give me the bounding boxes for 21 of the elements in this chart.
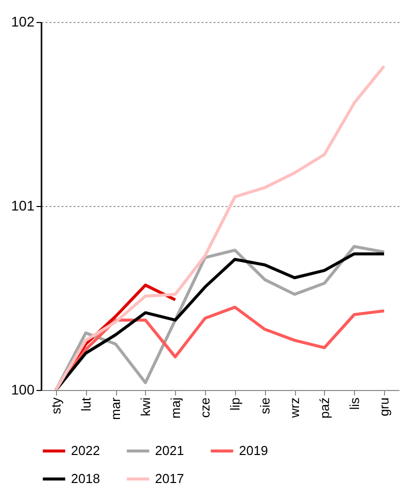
legend-label: 2019	[239, 443, 268, 458]
legend-label: 2017	[155, 471, 184, 486]
x-tick-label: sty	[48, 397, 64, 414]
x-tick-label: lut	[78, 397, 94, 412]
x-tick-label: gru	[376, 398, 392, 416]
x-tick-label: lis	[346, 397, 362, 410]
y-tick-label: 102	[11, 14, 35, 30]
y-tick-label: 100	[11, 382, 35, 398]
line-series	[54, 64, 386, 392]
x-tick-label: cze	[198, 398, 213, 418]
x-tick-label: kwi	[138, 397, 153, 416]
x-tick-label: maj	[168, 397, 183, 418]
x-tick-label: paź	[316, 398, 332, 418]
legend-label: 2021	[155, 443, 184, 458]
y-tick-label: 101	[11, 198, 35, 214]
x-tick-label: sie	[257, 398, 272, 414]
legend-label: 2022	[71, 443, 100, 458]
legend-label: 2018	[71, 471, 100, 486]
x-tick-label: lip	[227, 398, 242, 411]
x-tick-label: mar	[108, 396, 124, 420]
x-tick-label: wrz	[287, 398, 302, 419]
